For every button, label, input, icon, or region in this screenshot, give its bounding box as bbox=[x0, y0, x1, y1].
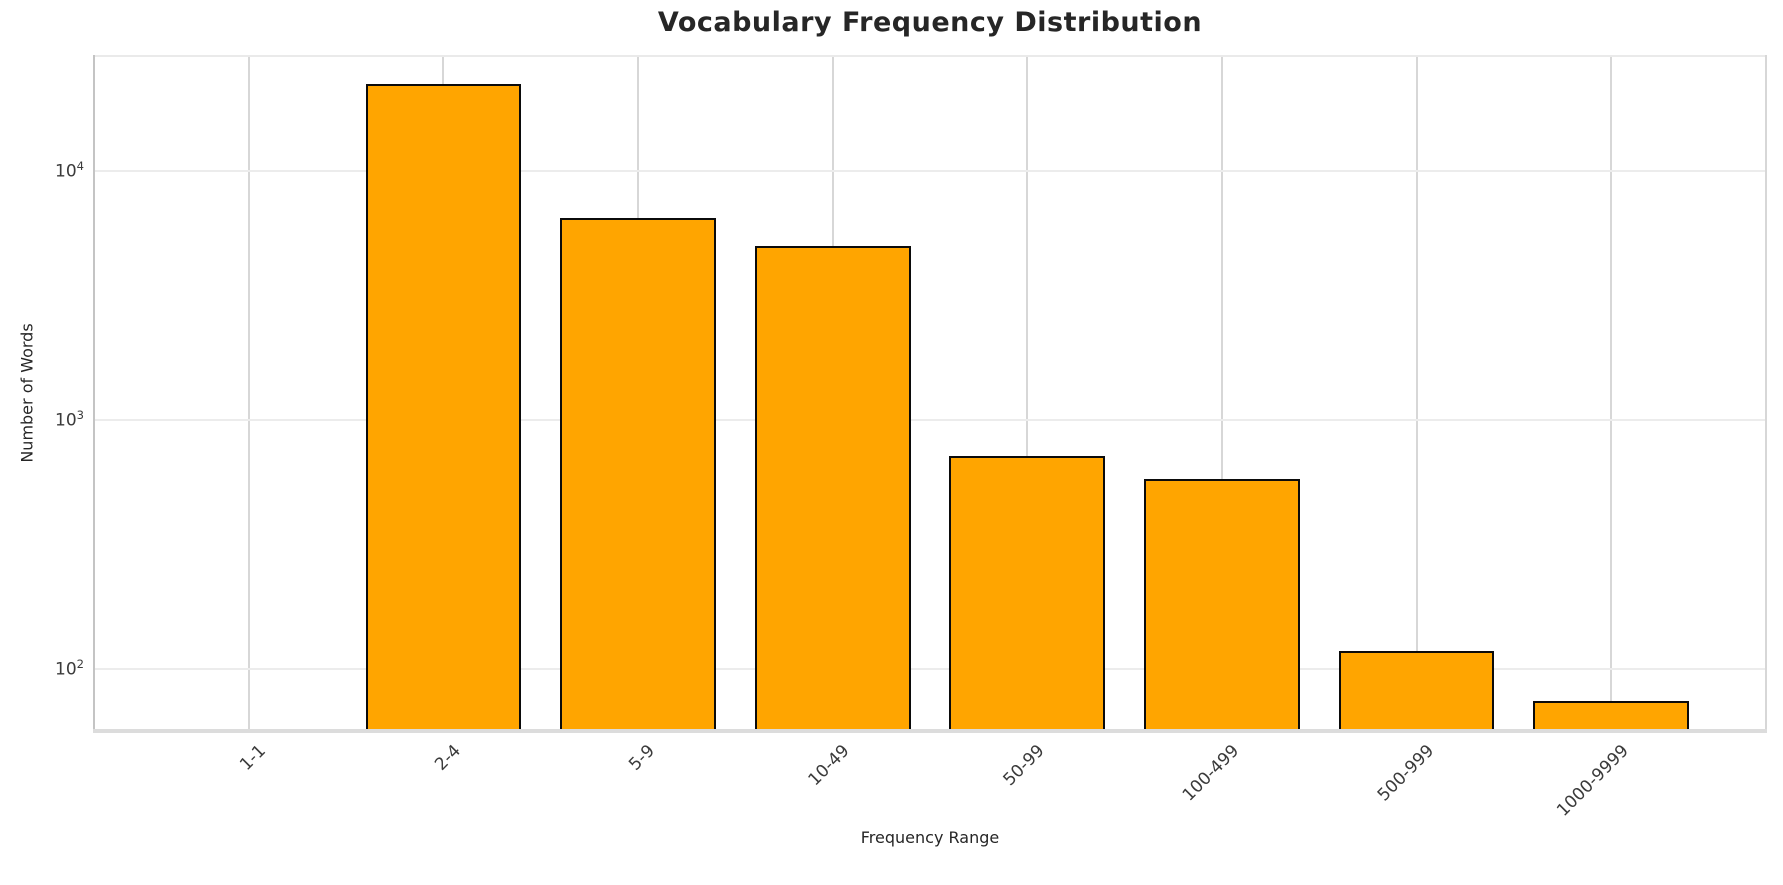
gridline-horizontal bbox=[95, 169, 1765, 172]
spine-right bbox=[1765, 55, 1767, 733]
x-tick-label: 5-9 bbox=[625, 741, 660, 775]
y-tick-exponent: 4 bbox=[76, 158, 84, 173]
y-tick-exponent: 2 bbox=[76, 657, 84, 672]
y-tick-label: 102 bbox=[55, 657, 84, 681]
y-tick-exponent: 3 bbox=[76, 408, 84, 423]
bar bbox=[1338, 651, 1495, 731]
x-tick-label: 2-4 bbox=[430, 741, 465, 775]
gridline-vertical bbox=[1610, 55, 1613, 731]
plot-area bbox=[95, 55, 1765, 731]
bar bbox=[1144, 479, 1300, 731]
bar bbox=[365, 84, 522, 731]
x-tick-label: 500-999 bbox=[1373, 741, 1438, 806]
x-tick-label: 1000-9999 bbox=[1552, 741, 1633, 821]
x-axis-label: Frequency Range bbox=[860, 828, 1000, 847]
gridline-horizontal bbox=[95, 419, 1765, 422]
bar bbox=[754, 245, 911, 731]
x-tick-label: 1-1 bbox=[236, 741, 270, 775]
bar bbox=[560, 217, 716, 731]
spine-left bbox=[93, 55, 95, 733]
spine-top bbox=[93, 55, 1767, 57]
chart-title: Vocabulary Frequency Distribution bbox=[657, 7, 1203, 38]
gridline-vertical bbox=[247, 55, 250, 731]
bar bbox=[1533, 700, 1690, 731]
y-tick-label: 103 bbox=[55, 408, 84, 431]
gridline-horizontal bbox=[95, 668, 1765, 671]
bar bbox=[949, 455, 1106, 731]
gridline-vertical bbox=[1220, 55, 1223, 731]
y-tick-label: 104 bbox=[55, 158, 84, 182]
spine-bottom bbox=[93, 729, 1767, 733]
gridline-vertical bbox=[1415, 55, 1418, 731]
gridline-vertical bbox=[1026, 55, 1029, 731]
x-tick-label: 50-99 bbox=[999, 741, 1049, 791]
x-tick-label: 100-499 bbox=[1178, 741, 1244, 806]
y-axis-label: Number of Words bbox=[17, 323, 37, 463]
x-tick-label: 10-49 bbox=[804, 741, 854, 791]
